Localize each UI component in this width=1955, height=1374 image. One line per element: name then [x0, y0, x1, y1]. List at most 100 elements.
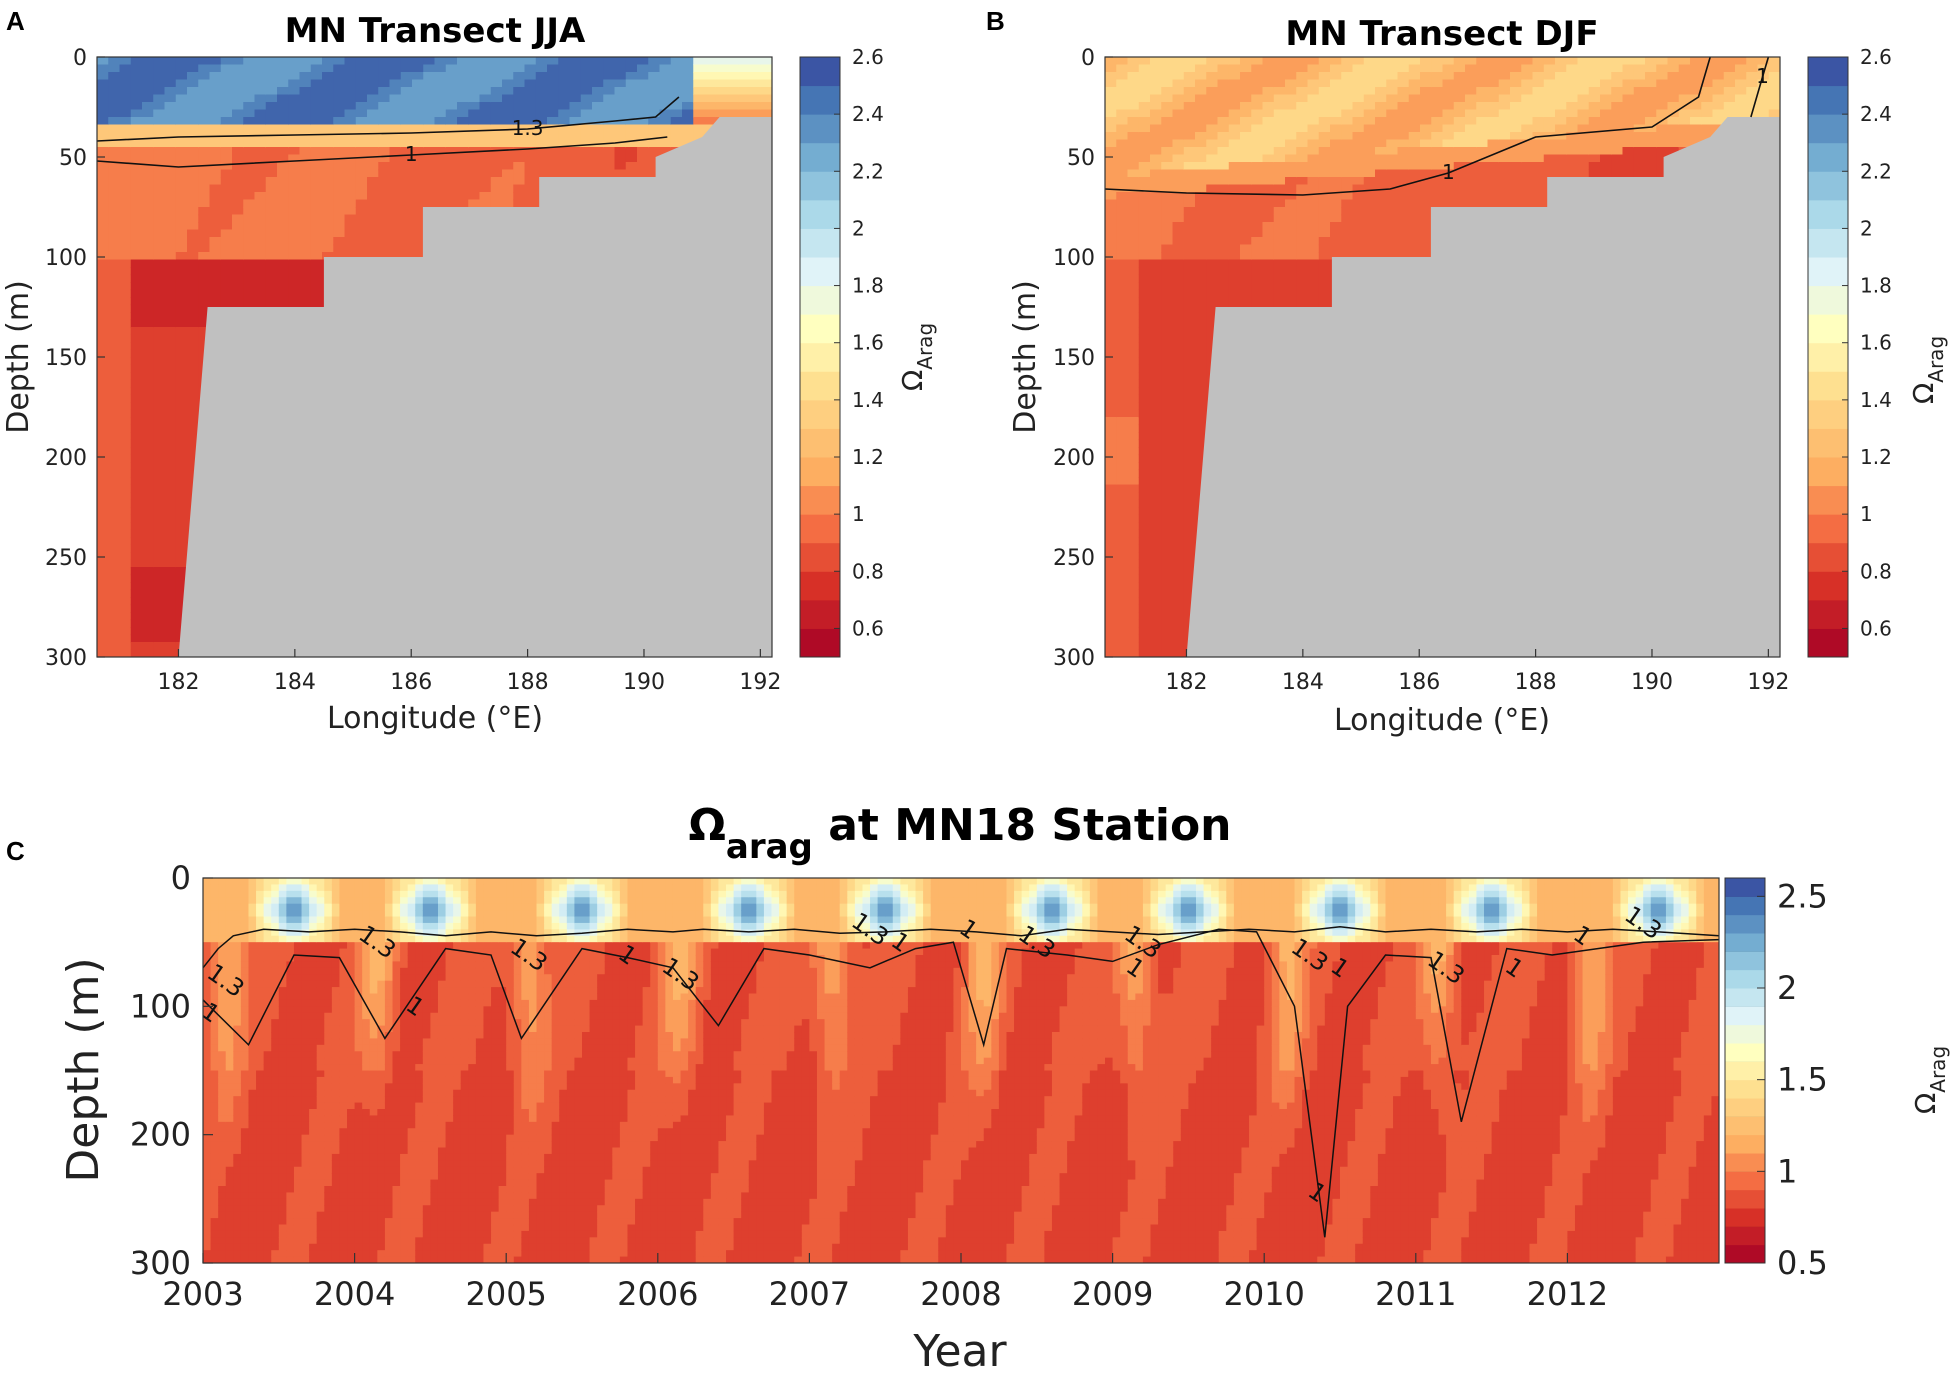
- field-cell: [130, 357, 143, 366]
- field-cell: [198, 334, 211, 343]
- field-cell: [164, 417, 177, 426]
- field-cell: [344, 102, 357, 111]
- field-cell: [175, 394, 188, 403]
- field-cell: [322, 184, 334, 193]
- field-cell: [457, 102, 469, 111]
- field-cell: [153, 109, 166, 118]
- field-cell: [670, 64, 683, 73]
- field-cell: [513, 199, 526, 208]
- field-cell: [333, 102, 346, 111]
- field-cell: [220, 94, 233, 103]
- field-cell: [243, 252, 256, 261]
- field-cell: [97, 439, 109, 448]
- field-cell: [502, 192, 514, 201]
- field-cell: [1116, 387, 1129, 396]
- field-cell: [434, 184, 447, 193]
- field-cell: [198, 147, 211, 156]
- field-cell: [108, 432, 121, 441]
- field-cell: [299, 117, 312, 126]
- field-cell: [434, 169, 447, 178]
- field-cell: [502, 147, 514, 156]
- field-cell: [1105, 117, 1117, 126]
- field-cell: [288, 57, 301, 66]
- field-cell: [232, 192, 244, 201]
- field-cell: [198, 222, 211, 231]
- field-cell: [738, 64, 751, 73]
- field-cell: [209, 109, 222, 118]
- field-cell: [1116, 169, 1129, 178]
- field-cell: [164, 79, 177, 88]
- field-cell: [715, 102, 728, 111]
- field-cell: [682, 87, 694, 96]
- field-cell: [400, 229, 413, 238]
- field-cell: [142, 394, 154, 403]
- field-cell: [502, 162, 514, 171]
- field-cell: [175, 124, 188, 133]
- field-cell: [389, 87, 402, 96]
- field-cell: [130, 439, 143, 448]
- field-cell: [322, 94, 334, 103]
- field-cell: [198, 229, 211, 238]
- field-cell: [198, 124, 211, 133]
- field-cell: [1116, 297, 1129, 306]
- field-cell: [344, 169, 357, 178]
- field-cell: [524, 57, 537, 66]
- field-cell: [344, 184, 357, 193]
- field-cell: [299, 274, 312, 283]
- field-cell: [400, 124, 413, 133]
- field-cell: [423, 79, 436, 88]
- field-cell: [187, 439, 199, 448]
- field-cell: [187, 424, 199, 433]
- field-cell: [130, 94, 143, 103]
- field-cell: [468, 124, 481, 133]
- field-cell: [558, 147, 571, 156]
- field-cell: [288, 267, 301, 276]
- field-cell: [299, 237, 312, 246]
- field-cell: [130, 289, 143, 298]
- field-cell: [153, 222, 166, 231]
- field-cell: [142, 477, 154, 486]
- field-cell: [569, 139, 582, 148]
- field-cell: [693, 94, 706, 103]
- field-cell: [670, 124, 683, 133]
- field-cell: [97, 537, 109, 546]
- field-cell: [479, 102, 492, 111]
- field-cell: [265, 94, 278, 103]
- field-cell: [637, 132, 649, 141]
- field-cell: [153, 417, 166, 426]
- field-cell: [1105, 447, 1117, 456]
- field-cell: [277, 124, 289, 133]
- field-cell: [220, 289, 233, 298]
- field-cell: [614, 57, 627, 66]
- field-cell: [175, 94, 188, 103]
- field-cell: [142, 604, 154, 613]
- field-cell: [265, 184, 278, 193]
- field-cell: [1105, 199, 1117, 208]
- field-cell: [1105, 79, 1117, 88]
- field-cell: [727, 57, 739, 66]
- field-cell: [310, 177, 323, 186]
- field-cell: [637, 72, 649, 81]
- field-cell: [524, 94, 537, 103]
- field-cell: [187, 94, 199, 103]
- field-cell: [254, 252, 267, 261]
- field-cell: [378, 139, 391, 148]
- field-cell: [670, 132, 683, 141]
- field-cell: [175, 237, 188, 246]
- field-cell: [119, 147, 132, 156]
- field-cell: [187, 109, 199, 118]
- field-cell: [445, 169, 458, 178]
- field-cell: [97, 229, 109, 238]
- field-cell: [1105, 537, 1117, 546]
- field-cell: [1116, 372, 1129, 381]
- field-cell: [119, 199, 132, 208]
- field-cell: [142, 147, 154, 156]
- panel-label-c: C: [6, 836, 25, 866]
- field-cell: [164, 214, 177, 223]
- field-cell: [445, 79, 458, 88]
- field-cell: [490, 94, 503, 103]
- field-cell: [299, 289, 312, 298]
- field-cell: [299, 57, 312, 66]
- field-cell: [153, 454, 166, 463]
- field-cell: [288, 177, 301, 186]
